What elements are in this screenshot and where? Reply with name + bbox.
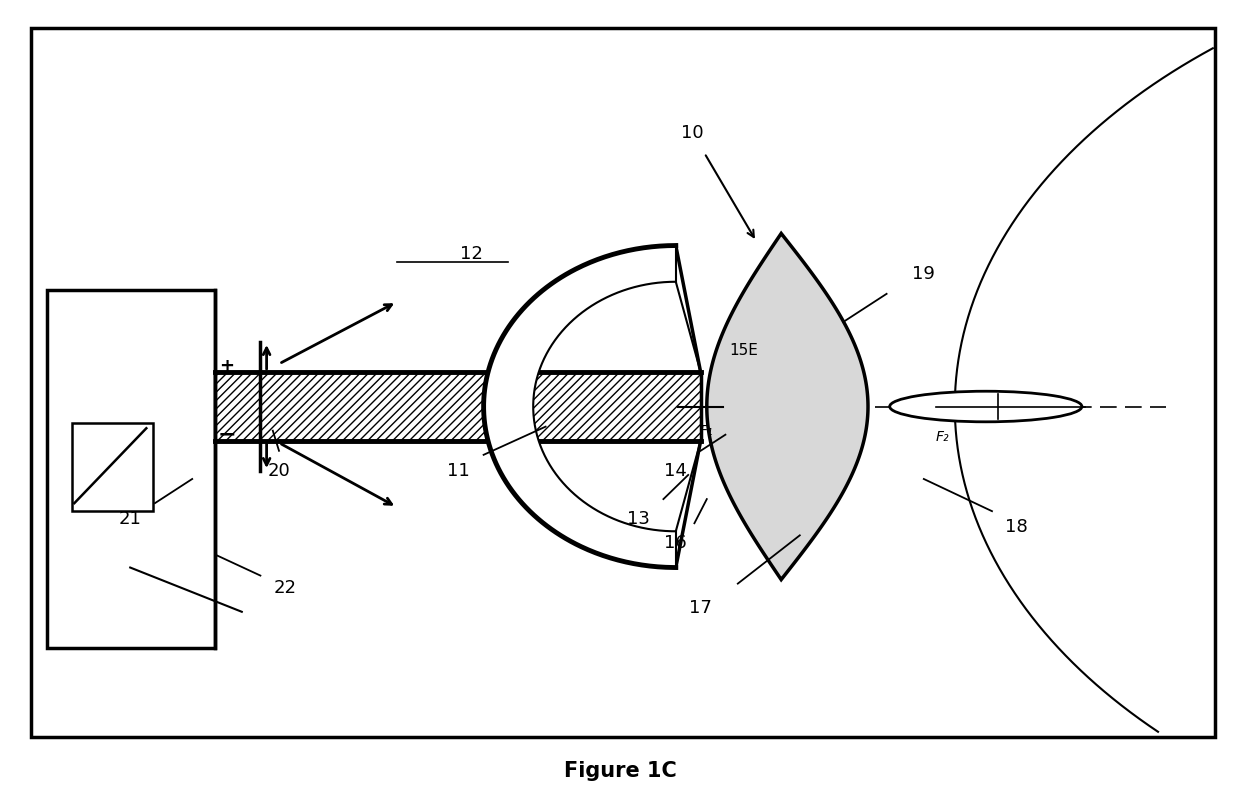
Text: 17: 17 <box>689 599 712 617</box>
Text: 19: 19 <box>913 265 935 283</box>
Text: 13: 13 <box>627 510 650 528</box>
Text: 20: 20 <box>268 462 290 480</box>
Ellipse shape <box>889 391 1081 422</box>
Text: 15E: 15E <box>729 343 759 357</box>
Text: −: − <box>217 425 237 444</box>
Text: 16: 16 <box>665 535 687 552</box>
Text: 22: 22 <box>274 579 296 597</box>
Bar <box>215 372 701 441</box>
Polygon shape <box>484 246 676 568</box>
Text: 14: 14 <box>665 462 687 480</box>
Bar <box>31 28 1215 737</box>
Bar <box>47 290 215 648</box>
Text: Figure 1C: Figure 1C <box>564 762 676 781</box>
Bar <box>72 423 153 511</box>
Text: F₂: F₂ <box>936 430 949 444</box>
Text: 11: 11 <box>448 462 470 480</box>
Polygon shape <box>707 233 868 580</box>
Text: +: + <box>219 357 234 375</box>
Text: F₁: F₁ <box>701 423 713 438</box>
Text: 21: 21 <box>119 510 141 528</box>
Text: 18: 18 <box>1006 518 1028 536</box>
Text: 12: 12 <box>460 245 482 262</box>
Text: 10: 10 <box>681 124 703 142</box>
